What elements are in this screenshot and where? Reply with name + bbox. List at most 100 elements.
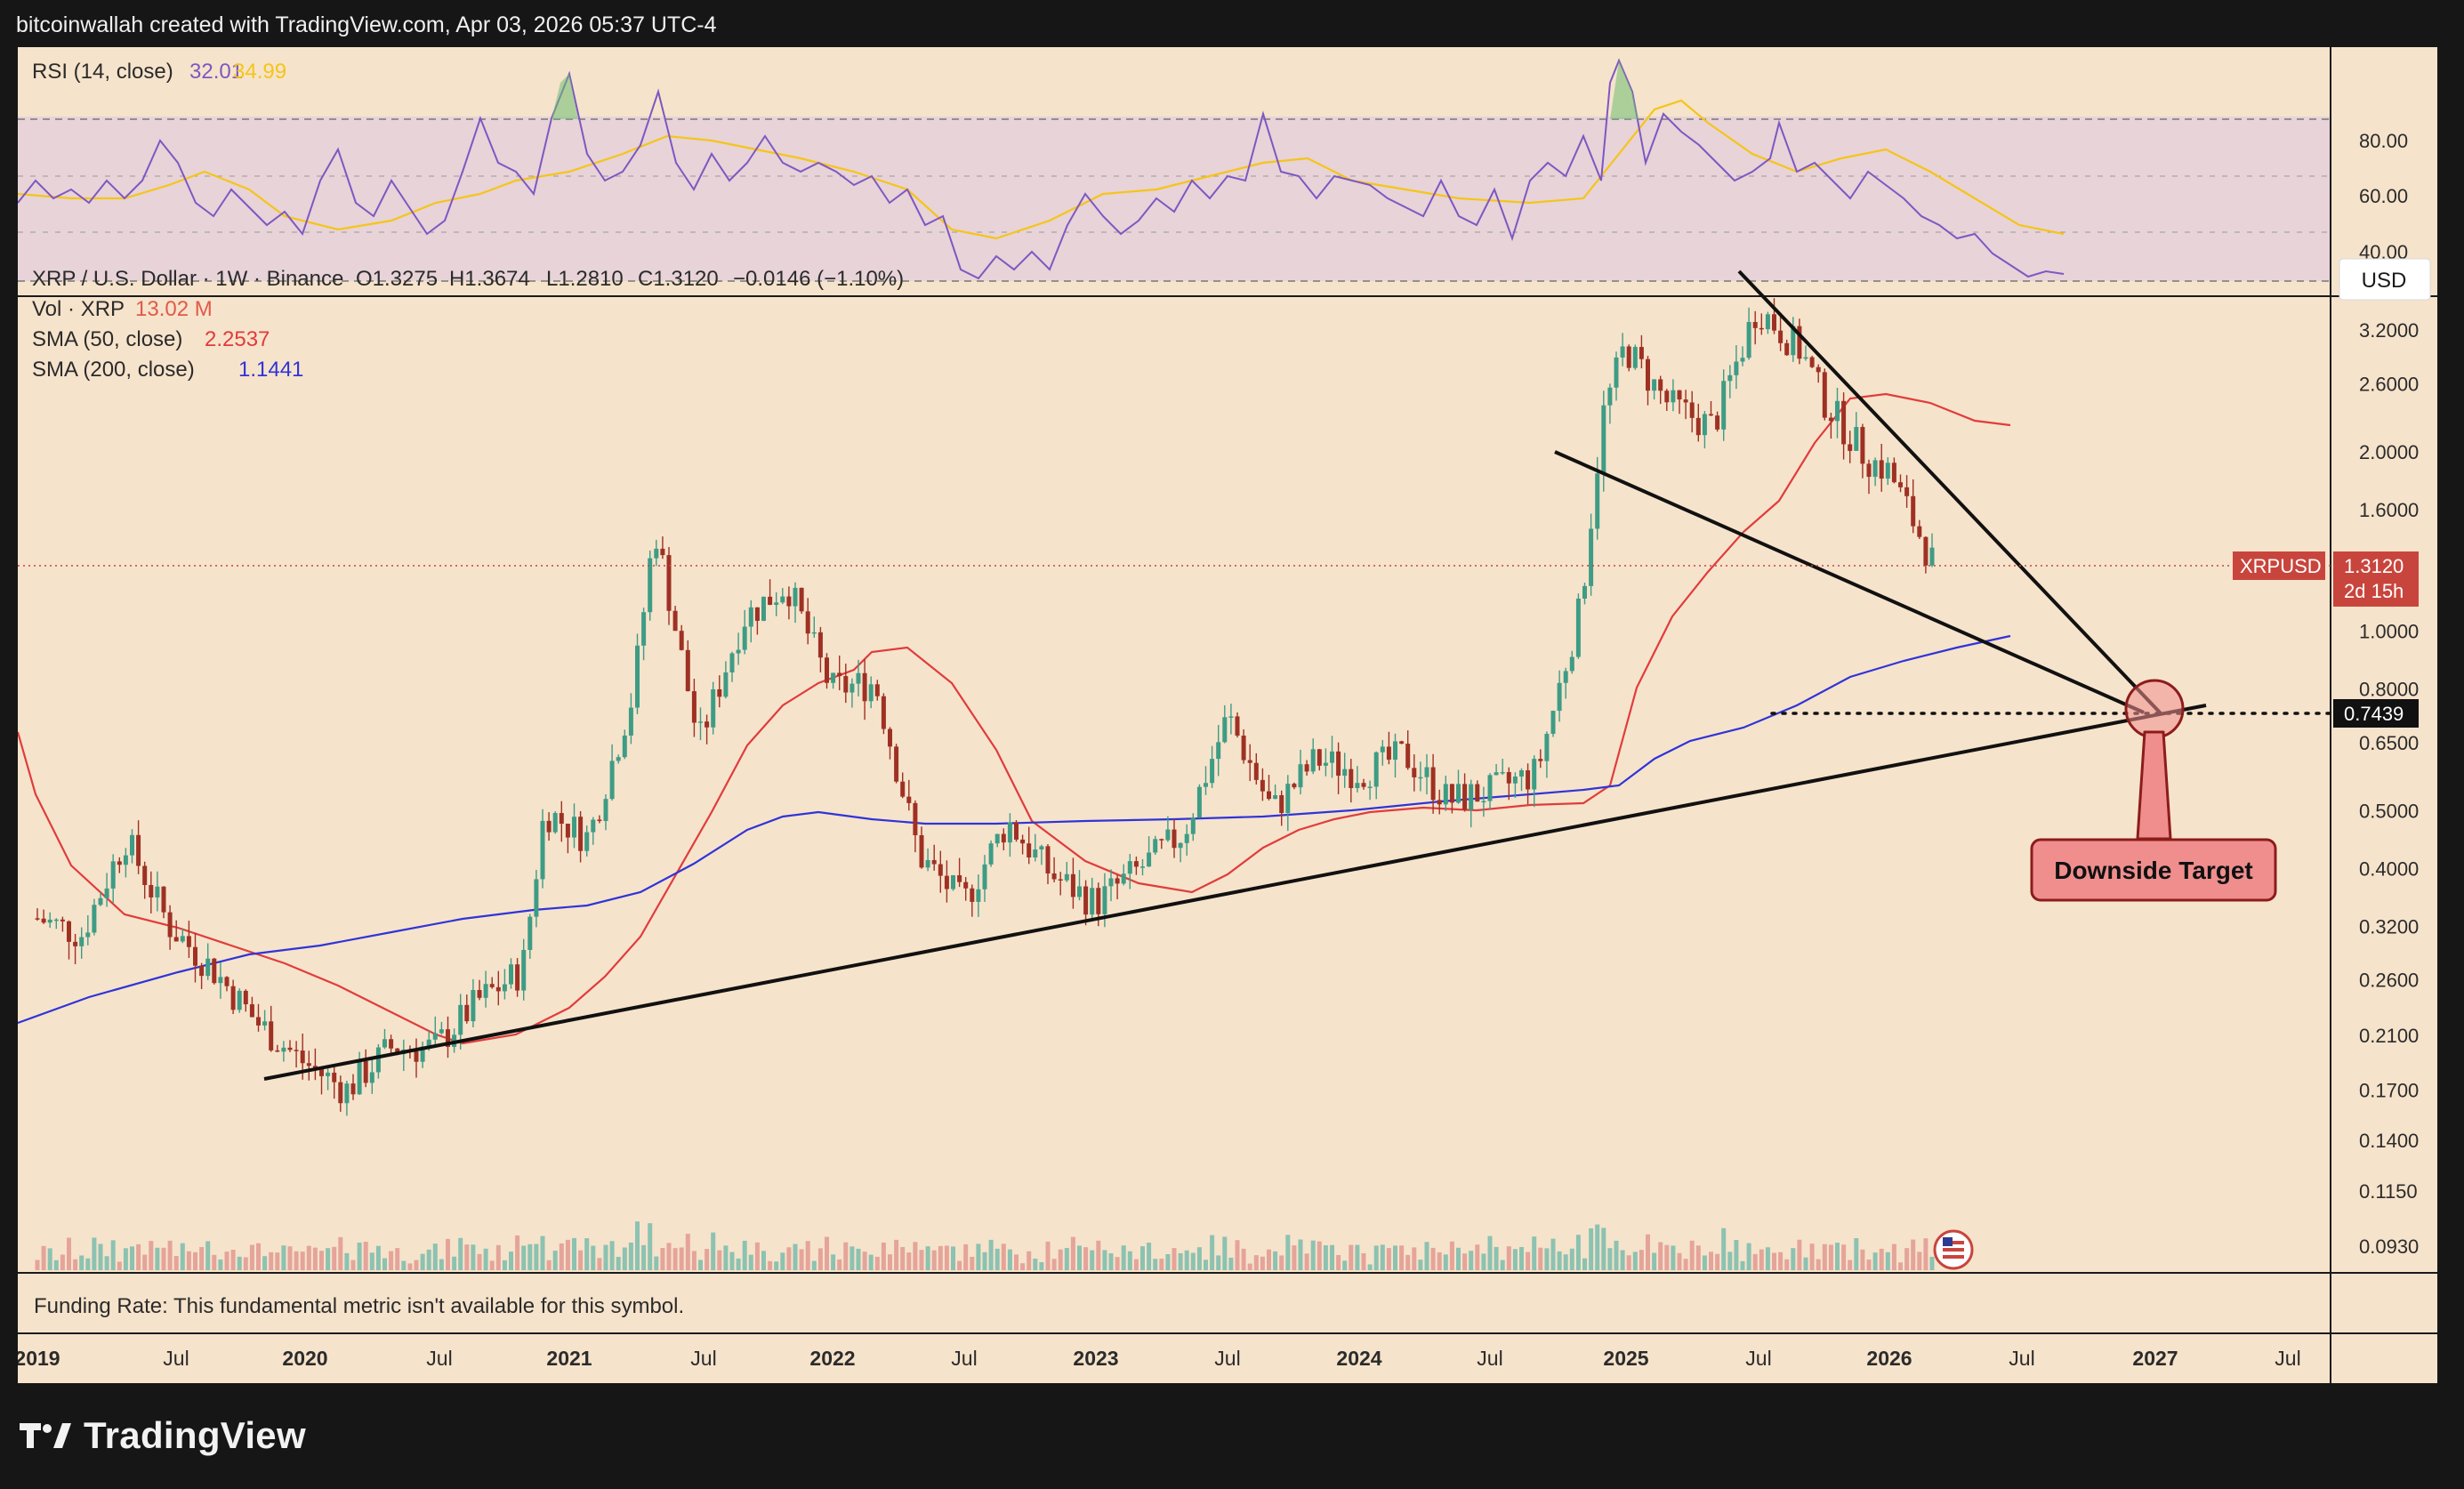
candle (60, 916, 65, 932)
volume-bar (1854, 1238, 1859, 1270)
price-axis-label: 0.5000 (2359, 800, 2419, 822)
volume-bar (837, 1259, 842, 1270)
volume-bar (976, 1244, 981, 1270)
candle (199, 962, 205, 989)
candle (1891, 457, 1896, 484)
volume-bar (951, 1246, 955, 1270)
volume-bar (1298, 1239, 1303, 1270)
volume-bar (1809, 1244, 1815, 1270)
volume-bar (509, 1252, 513, 1270)
volume-bar (591, 1245, 596, 1270)
volume-bar (60, 1254, 65, 1270)
volume-bar (243, 1257, 248, 1270)
candle (332, 1065, 337, 1099)
candle (1153, 835, 1158, 856)
price-axis-label: 3.2000 (2359, 319, 2419, 342)
volume-bar (1090, 1250, 1095, 1270)
candle (281, 1041, 286, 1062)
volume-bar (774, 1261, 779, 1270)
candle (1715, 411, 1720, 432)
candle (1620, 333, 1625, 366)
volume-bar (660, 1248, 665, 1270)
volume-bar (919, 1250, 924, 1270)
volume-bar (754, 1242, 760, 1270)
candle (294, 1041, 299, 1068)
volume-bar (1292, 1245, 1297, 1270)
volume-bar (711, 1232, 716, 1270)
candle (799, 587, 804, 614)
candle (218, 962, 223, 999)
volume-bar (906, 1252, 912, 1270)
volume-bar (988, 1239, 994, 1270)
candle (1349, 759, 1354, 803)
lower-wedge-line[interactable] (1554, 450, 2145, 714)
volume-bar (698, 1260, 703, 1270)
us-flag-event-icon[interactable] (1933, 1229, 1974, 1270)
volume-bar (1355, 1244, 1360, 1270)
candle (161, 886, 166, 919)
target-circle[interactable] (2124, 679, 2185, 739)
volume-bar (1709, 1252, 1713, 1270)
volume-bar (110, 1240, 116, 1270)
candle (1835, 387, 1840, 439)
volume-bar (1848, 1260, 1853, 1270)
candle (1734, 345, 1739, 390)
candle (1512, 772, 1518, 798)
currency-button[interactable] (2339, 258, 2431, 301)
volume-bar (173, 1256, 179, 1270)
volume-bar (92, 1237, 97, 1270)
price-axis-label: 0.0930 (2359, 1235, 2419, 1258)
currency-button-label: USD (2362, 269, 2407, 293)
volume-bar (1443, 1254, 1448, 1270)
candle (856, 659, 861, 696)
candle (837, 656, 842, 691)
candle (874, 680, 880, 701)
candle (609, 744, 615, 801)
candle (79, 927, 85, 959)
volume-bar (1898, 1262, 1903, 1270)
volume-bar (616, 1257, 621, 1270)
candle (401, 1039, 407, 1072)
time-axis-label: Jul (2275, 1347, 2300, 1370)
candle (1500, 759, 1505, 776)
candle (1589, 513, 1594, 596)
candle (287, 1040, 293, 1052)
candle (249, 996, 254, 1018)
candle (1689, 390, 1695, 433)
tradingview-logo[interactable]: TradingView (20, 1414, 306, 1457)
candle (1632, 344, 1638, 370)
candle (913, 800, 918, 853)
volume-bar (275, 1252, 280, 1270)
candle (1070, 857, 1075, 909)
candle (1841, 392, 1847, 460)
candle (780, 588, 785, 605)
time-axis-label: 2022 (809, 1347, 855, 1370)
candle (1247, 744, 1252, 782)
candle (1494, 763, 1499, 776)
ascending-support-line[interactable] (263, 704, 2207, 1081)
volume-bar (679, 1247, 684, 1270)
downside-target-callout[interactable] (2030, 838, 2277, 902)
candle (1058, 872, 1063, 896)
upper-wedge-line[interactable] (1737, 270, 2163, 716)
volume-bar (1891, 1244, 1896, 1270)
time-axis-label: Jul (163, 1347, 189, 1370)
volume-bar (382, 1258, 387, 1270)
candle (1772, 298, 1776, 334)
candle (1614, 351, 1619, 401)
candle (925, 848, 930, 872)
volume-value: 13.02 M (135, 297, 213, 321)
rsi-value: 32.01 (189, 60, 243, 84)
volume-bar (868, 1254, 874, 1270)
volume-bar (1494, 1246, 1499, 1270)
volume-bar (326, 1248, 331, 1270)
volume-bar (874, 1256, 880, 1270)
chart-area[interactable]: 80.00 60.00 40.00 RSI (14, close) 32.01 34… (14, 47, 2437, 1383)
time-axis-label: Jul (426, 1347, 452, 1370)
volume-bar (439, 1259, 444, 1270)
volume-bar (1475, 1244, 1480, 1270)
volume-bar (79, 1255, 85, 1270)
volume-bar (1140, 1246, 1145, 1270)
rsi-band (18, 117, 2331, 281)
